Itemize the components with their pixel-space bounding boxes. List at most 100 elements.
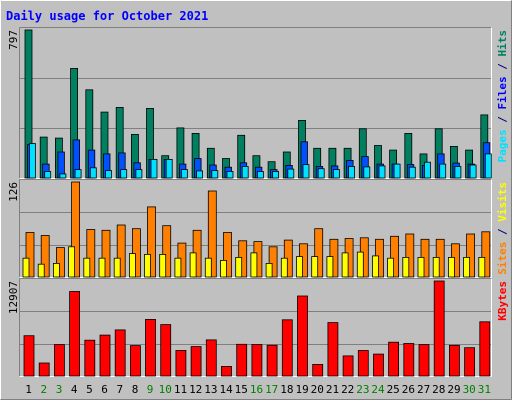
x-tick-label-day-13: 13 <box>204 383 217 396</box>
x-tick-label-day-31: 31 <box>478 383 491 396</box>
x-tick-label-day-26: 26 <box>402 383 415 396</box>
x-tick-label-day-15: 15 <box>235 383 248 396</box>
bar-visits-day-3 <box>56 247 65 278</box>
bar-visits-day-14 <box>223 232 232 278</box>
bar-kbytes-day-25 <box>388 341 400 377</box>
bar-kbytes-day-3 <box>54 344 65 377</box>
bar-kbytes-day-30 <box>464 347 476 377</box>
bar-kbytes-day-14 <box>221 365 232 377</box>
bar-kbytes-day-1 <box>23 335 35 377</box>
bar-pages-day-31 <box>484 153 492 179</box>
panel-hits: 797 Pages / Files / Hits <box>7 27 509 179</box>
x-tick-label-day-21: 21 <box>326 383 339 396</box>
bar-visits-day-5 <box>86 229 96 278</box>
bar-pages-day-15 <box>241 166 249 179</box>
bar-pages-day-28 <box>439 163 447 179</box>
panel-visits-legend-label: Sites / Visits <box>496 182 509 275</box>
bar-pages-day-12 <box>196 170 204 179</box>
bar-pages-day-11 <box>180 169 188 179</box>
bar-visits-day-1 <box>25 232 35 278</box>
bar-pages-day-13 <box>211 170 219 179</box>
bar-visits-day-25 <box>390 235 400 278</box>
legend-part-pages: Pages <box>496 129 509 162</box>
bar-sites-day-29 <box>447 256 455 278</box>
bar-kbytes-day-15 <box>236 343 248 377</box>
panel-kbytes-ymax-label: 12907 <box>7 281 20 314</box>
bar-sites-day-19 <box>296 256 303 278</box>
bar-sites-day-11 <box>174 257 182 278</box>
x-tick-label-day-24: 24 <box>371 383 385 396</box>
legend-part-: / <box>496 57 509 77</box>
bar-pages-day-24 <box>378 165 386 179</box>
bar-sites-day-3 <box>53 262 60 278</box>
bar-kbytes-day-29 <box>448 344 460 377</box>
bar-kbytes-day-21 <box>327 322 339 377</box>
bar-kbytes-day-7 <box>114 329 126 377</box>
bar-pages-day-10 <box>165 158 173 179</box>
bar-sites-day-12 <box>189 252 197 278</box>
bar-pages-day-23 <box>363 166 371 179</box>
x-tick-label-day-3: 3 <box>56 383 63 396</box>
x-tick-label-day-18: 18 <box>280 383 293 396</box>
bar-pages-day-17 <box>272 171 280 179</box>
bar-kbytes-day-20 <box>312 363 324 377</box>
bar-sites-day-6 <box>98 257 106 278</box>
bar-sites-day-16 <box>250 252 258 278</box>
chart-title: Daily usage for October 2021 <box>6 9 208 23</box>
panel-hits-legend-label: Pages / Files / Hits <box>496 30 509 163</box>
bar-kbytes-day-26 <box>403 343 415 377</box>
bar-kbytes-day-16 <box>251 344 263 377</box>
bar-sites-day-21 <box>326 256 334 278</box>
bar-sites-day-9 <box>144 253 151 278</box>
bar-sites-day-25 <box>387 257 395 278</box>
bar-sites-day-31 <box>478 256 486 278</box>
panel-kbytes-legend-label: KBytes <box>496 281 509 321</box>
x-tick-label-day-20: 20 <box>311 383 324 396</box>
bar-kbytes-day-17 <box>266 344 278 377</box>
bar-sites-day-14 <box>220 259 227 278</box>
legend-part-files: Files <box>496 76 509 109</box>
bar-visits-day-30 <box>466 233 476 278</box>
bar-visits-day-20 <box>314 228 324 278</box>
panel-hits-background <box>20 28 491 178</box>
bar-sites-day-2 <box>37 263 45 278</box>
bar-pages-day-27 <box>424 161 431 179</box>
bar-kbytes-day-24 <box>373 353 384 377</box>
x-tick-label-day-11: 11 <box>174 383 187 396</box>
bar-kbytes-day-27 <box>418 344 430 377</box>
bar-pages-day-2 <box>44 171 52 179</box>
bar-sites-day-23 <box>356 251 364 278</box>
x-tick-label-day-14: 14 <box>219 383 233 396</box>
panel-visits: 126 Sites / Visits <box>7 179 509 278</box>
legend-part-hits: Hits <box>496 30 509 57</box>
bar-sites-day-18 <box>280 257 288 278</box>
bar-sites-day-5 <box>83 257 91 278</box>
bar-sites-day-8 <box>128 253 136 278</box>
bar-pages-day-26 <box>408 166 416 179</box>
bar-sites-day-1 <box>22 257 30 278</box>
bar-pages-day-18 <box>287 168 295 179</box>
bar-visits-day-9 <box>147 206 156 278</box>
x-tick-label-day-30: 30 <box>463 383 476 396</box>
bar-visits-day-7 <box>116 224 126 278</box>
x-tick-label-day-29: 29 <box>447 383 460 396</box>
x-tick-label-day-25: 25 <box>387 383 400 396</box>
x-tick-label-day-5: 5 <box>86 383 93 396</box>
legend-part-sites: Sites <box>496 242 509 275</box>
bar-pages-day-6 <box>105 170 112 179</box>
bar-sites-day-13 <box>204 257 212 278</box>
panel-visits-ymax-label: 126 <box>7 182 20 202</box>
legend-part-: / <box>496 110 509 130</box>
x-tick-label-day-28: 28 <box>432 383 445 396</box>
x-tick-label-day-27: 27 <box>417 383 430 396</box>
x-tick-label-day-2: 2 <box>40 383 47 396</box>
x-tick-label-day-16: 16 <box>250 383 263 396</box>
bar-sites-day-22 <box>341 252 349 278</box>
x-tick-label-day-23: 23 <box>356 383 369 396</box>
bar-pages-day-25 <box>393 163 401 179</box>
bar-sites-day-20 <box>311 256 319 278</box>
bar-kbytes-day-9 <box>145 318 156 377</box>
x-tick-label-day-9: 9 <box>147 383 154 396</box>
bar-kbytes-day-31 <box>479 321 491 377</box>
